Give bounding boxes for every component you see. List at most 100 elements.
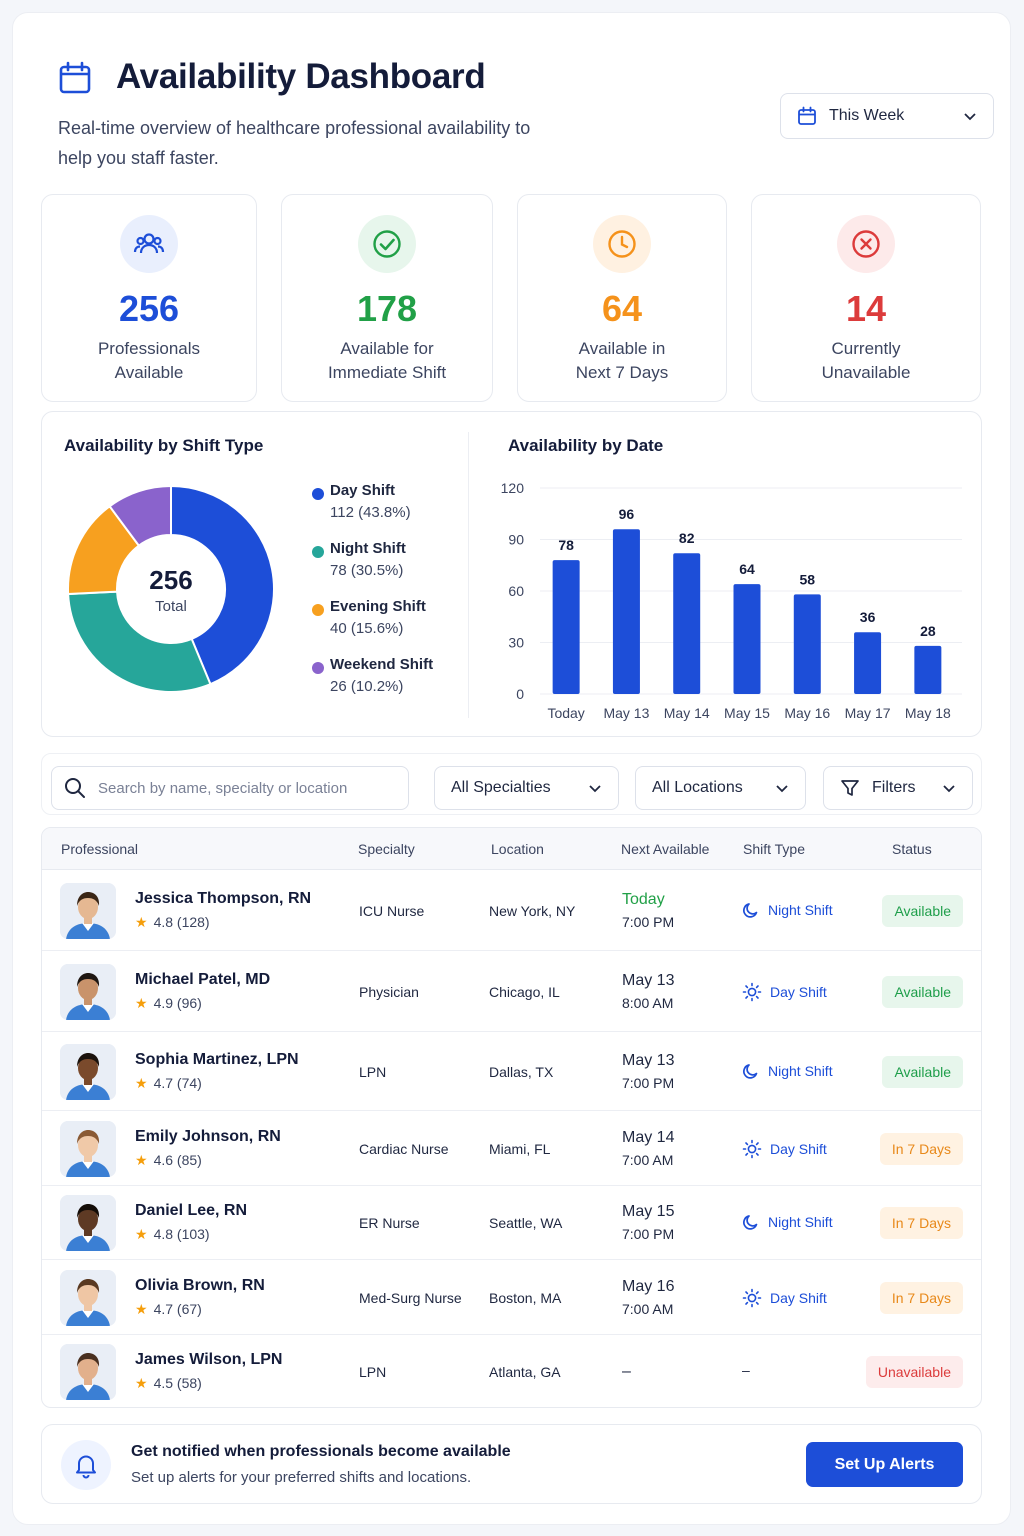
calendar-icon [59,61,91,94]
y-tick-label: 60 [508,583,524,599]
bar-value-label: 96 [619,506,635,522]
column-header-specialty[interactable]: Specialty [358,841,415,857]
column-header-shift-type[interactable]: Shift Type [743,841,806,857]
filters-button-label: Filters [872,779,916,796]
stat-card-immediate: 178 Available for Immediate Shift [281,194,493,402]
table-row[interactable]: Michael Patel, MD ★ 4.9 (96) Physician Ch… [42,951,981,1032]
donut-slice-day-shift[interactable] [170,484,275,686]
specialty-dropdown[interactable]: All Specialties [434,766,619,810]
bar-chart-title: Availability by Date [508,436,664,455]
table-row[interactable]: Emily Johnson, RN ★ 4.6 (85) Cardiac Nurs… [42,1111,981,1186]
donut-slice-night-shift[interactable] [67,590,212,693]
table-row[interactable]: Jessica Thompson, RN ★ 4.8 (128) ICU Nurs… [42,870,981,951]
next-available-date: May 16 [622,1277,675,1295]
next-available-time: 7:00 AM [622,1151,674,1168]
column-header-location[interactable]: Location [491,841,544,857]
chart-divider [468,432,469,718]
stat-label: Currently Unavailable [821,339,911,382]
star-icon: ★ [135,1300,148,1317]
shift-type-label: Day Shift [770,1289,827,1306]
shift-type: Day Shift [742,982,827,1002]
bar-value-label: 64 [739,561,755,577]
stat-card-unavailable: 14 Currently Unavailable [751,194,981,402]
bar-today[interactable] [552,560,580,694]
professional-name[interactable]: Jessica Thompson, RN [135,889,312,907]
bar-may-16[interactable] [793,594,821,694]
rating-value: 4.8 (103) [153,1226,210,1242]
set-up-alerts-button[interactable]: Set Up Alerts [806,1442,963,1487]
date-range-label: This Week [829,107,905,124]
location-cell: Chicago, IL [489,983,560,1000]
chevron-down-icon [589,785,601,793]
bar-may-17[interactable] [854,632,882,694]
avatar [60,882,116,939]
professional-name[interactable]: Michael Patel, MD [135,970,271,988]
search-input[interactable] [98,779,388,797]
professional-name[interactable]: Olivia Brown, RN [135,1276,265,1294]
professional-name[interactable]: James Wilson, LPN [135,1351,283,1368]
shift-type: Day Shift [742,1288,827,1308]
page-subtitle: Real-time overview of healthcare profess… [58,118,531,168]
status-badge: Unavailable [865,1356,963,1388]
donut-slice-weekend-shift[interactable] [108,484,172,548]
star-icon: ★ [135,1226,148,1242]
rating-value: 4.6 (85) [153,1151,202,1168]
professional-rating: ★ 4.7 (67) [135,1301,202,1318]
bar-may-14[interactable] [673,553,701,694]
location-dropdown[interactable]: All Locations [635,766,806,810]
bar-value-label: 28 [920,623,936,639]
stat-value: 14 [845,288,887,329]
sun-icon [742,1139,762,1158]
status-badge: In 7 Days [879,1207,963,1239]
professional-rating: ★ 4.5 (58) [135,1375,202,1392]
shift-type-label: Day Shift [770,983,827,1000]
moon-icon [743,1215,758,1230]
legend-dot [312,546,324,558]
shift-type: Day Shift [742,1139,827,1159]
status-badge: Available [882,1055,963,1088]
avatar [60,1195,116,1251]
shift-type-label: – [742,1362,750,1378]
stat-card-next-7-days: 64 Available in Next 7 Days [517,194,727,402]
filter-icon [841,780,859,796]
next-available-date: May 15 [622,1203,675,1220]
legend-name: Evening Shift [330,598,426,615]
table-row[interactable]: Olivia Brown, RN ★ 4.7 (67) Med-Surg Nurs… [42,1260,981,1335]
avatar [60,1269,116,1326]
professional-rating: ★ 4.8 (103) [135,1226,210,1243]
rating-value: 4.7 (74) [153,1074,202,1091]
star-icon: ★ [135,1151,148,1168]
filters-button[interactable]: Filters [823,766,973,810]
chevron-down-icon [943,785,955,793]
legend-dot [312,488,324,500]
professional-rating: ★ 4.7 (74) [135,1075,202,1092]
legend-detail: 78 (30.5%) [330,562,404,579]
alert-title: Get notified when professionals become a… [131,1443,511,1460]
next-available-date: May 13 [622,971,675,989]
column-header-next-available[interactable]: Next Available [621,841,710,857]
bar-may-13[interactable] [612,529,640,694]
professional-name[interactable]: Sophia Martinez, LPN [135,1050,299,1068]
search-box[interactable] [51,766,409,810]
filter-bar: All Specialties All Locations Filters [41,753,982,815]
professional-name[interactable]: Emily Johnson, RN [135,1127,281,1145]
rating-value: 4.7 (67) [153,1300,202,1317]
specialty-cell: Physician [359,983,419,1000]
table-row[interactable]: Sophia Martinez, LPN ★ 4.7 (74) LPN Dalla… [42,1032,981,1111]
rating-value: 4.9 (96) [153,994,202,1011]
donut-total-value: 256 [149,565,192,595]
bar-may-15[interactable] [733,584,761,694]
table-row[interactable]: Daniel Lee, RN ★ 4.8 (103) ER Nurse Seatt… [42,1186,981,1260]
bar-value-label: 82 [679,530,695,546]
page-title: Availability Dashboard [116,57,486,96]
professional-name[interactable]: Daniel Lee, RN [135,1202,248,1219]
bar-may-18[interactable] [914,645,942,694]
column-header-professional[interactable]: Professional [61,841,139,857]
shift-type: Night Shift [742,901,833,919]
column-header-status[interactable]: Status [892,841,932,857]
shift-type: Night Shift [742,1062,833,1080]
specialty-cell: Med-Surg Nurse [359,1289,462,1306]
date-range-select[interactable]: This Week [780,93,994,139]
location-cell: New York, NY [489,902,576,919]
table-row[interactable]: James Wilson, LPN ★ 4.5 (58) LPN Atlanta,… [42,1335,981,1407]
